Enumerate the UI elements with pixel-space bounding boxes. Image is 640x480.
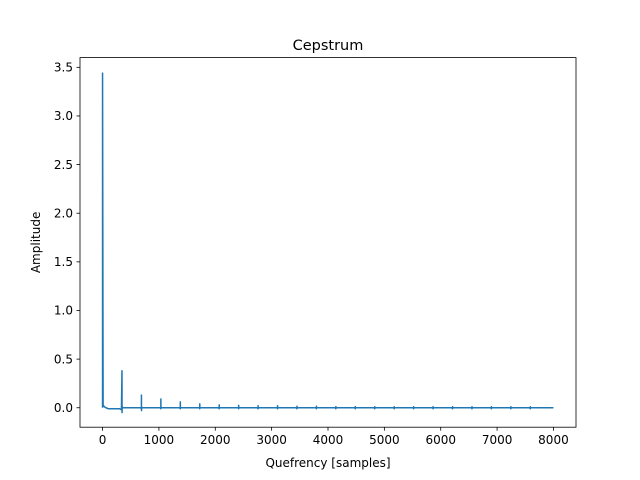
x-tick-label: 0 bbox=[99, 433, 107, 447]
y-tick-label: 0.5 bbox=[54, 352, 73, 366]
plot-area bbox=[101, 72, 554, 414]
y-tick-label: 2.0 bbox=[54, 206, 73, 220]
x-axis: 0 1000 2000 3000 4000 5000 6000 7000 8000 bbox=[99, 427, 569, 447]
y-tick-label: 3.0 bbox=[54, 109, 73, 123]
y-tick-label: 2.5 bbox=[54, 158, 73, 172]
x-tick-label: 5000 bbox=[369, 433, 400, 447]
x-tick-label: 2000 bbox=[200, 433, 231, 447]
x-tick-label: 1000 bbox=[144, 433, 175, 447]
x-tick-label: 3000 bbox=[256, 433, 287, 447]
x-tick-label: 6000 bbox=[425, 433, 456, 447]
x-tick-label: 7000 bbox=[482, 433, 513, 447]
cepstrum-series-line bbox=[101, 72, 554, 414]
y-axis: 0.0 0.5 1.0 1.5 2.0 2.5 3.0 3.5 bbox=[54, 61, 80, 415]
x-tick-label: 8000 bbox=[538, 433, 569, 447]
y-tick-label: 1.0 bbox=[54, 304, 73, 318]
x-tick-label: 4000 bbox=[313, 433, 344, 447]
y-axis-label: Amplitude bbox=[29, 212, 43, 274]
y-tick-label: 3.5 bbox=[54, 61, 73, 75]
y-tick-label: 0.0 bbox=[54, 401, 73, 415]
y-tick-label: 1.5 bbox=[54, 255, 73, 269]
axes-frame bbox=[79, 57, 577, 428]
x-axis-label: Quefrency [samples] bbox=[265, 456, 390, 470]
chart-title: Cepstrum bbox=[293, 38, 364, 54]
